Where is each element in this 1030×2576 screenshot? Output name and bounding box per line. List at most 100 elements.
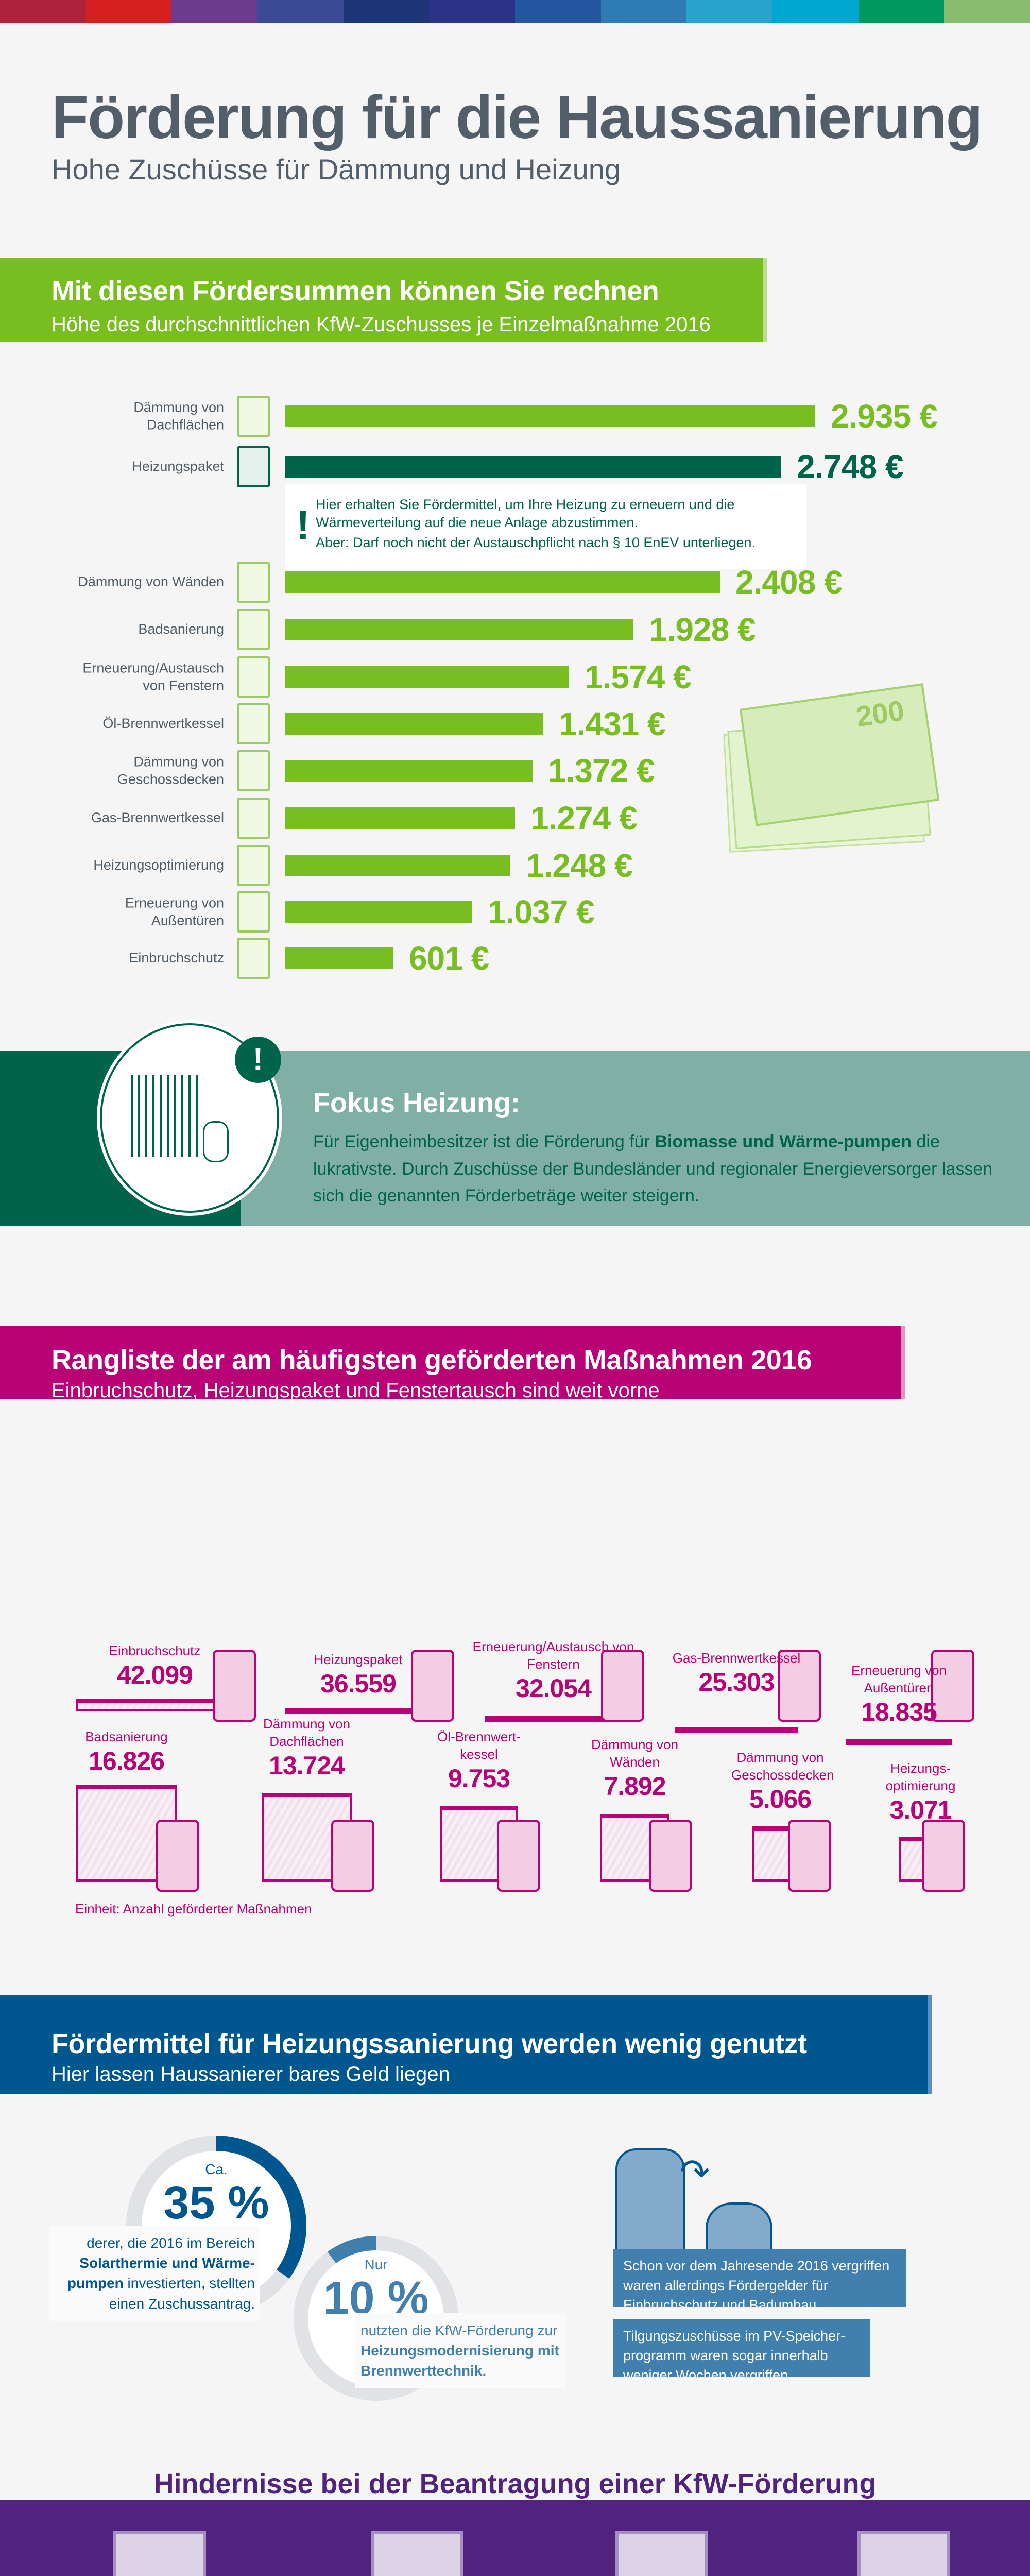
bar	[285, 760, 533, 782]
ranking-label: Erneuerung von Außentüren 18.835	[851, 1663, 947, 1726]
stat-35-value: 35 %	[163, 2177, 269, 2229]
bar-value: 601 €	[409, 940, 489, 977]
bar-label: Heizungspaket	[132, 459, 224, 474]
stat-35: Ca. 35 %	[126, 2161, 306, 2229]
arrow-icon: ↷	[680, 2152, 710, 2192]
note-line-2: Aber: Darf noch nicht der Austauschpflic…	[316, 535, 756, 551]
bar-row: Heizungsoptimierung 1.248 €	[0, 845, 1030, 886]
bar	[285, 807, 515, 829]
focus-heating-text: Für Eigenheimbesitzer ist die Förderung …	[313, 1132, 993, 1206]
bar	[285, 666, 569, 688]
ranking-icon	[497, 1820, 540, 1892]
boiler-icon	[237, 703, 270, 744]
section-grants-subtitle: Höhe des durchschnittlichen KfW-Zuschuss…	[52, 313, 711, 336]
ranking-icon	[213, 1650, 256, 1722]
bar	[285, 571, 720, 593]
color-strip-segment	[85, 0, 172, 23]
section-ranking-title: Rangliste der am häufigsten geförderten …	[52, 1345, 812, 1376]
bar-row: Einbruchschutz 601 €	[0, 938, 1030, 979]
house-floors-icon	[237, 750, 270, 791]
ranking-label: Badsanierung 16.826	[85, 1729, 168, 1775]
bar-row: Dämmung von Wänden 2.408 €	[0, 562, 1030, 603]
bar-value: 1.274 €	[530, 800, 638, 837]
section-usage-banner: Fördermittel für Heizungssanierung werde…	[0, 1995, 932, 2094]
bar-value: 1.037 €	[488, 893, 595, 930]
bar-label: Badsanierung	[138, 621, 224, 637]
color-strip-segment	[858, 0, 945, 23]
section-grants-banner: Mit diesen Fördersummen können Sie rechn…	[0, 258, 767, 342]
ranking-label: Erneuerung/Austausch von Fenstern 32.054	[472, 1639, 634, 1703]
ranking-icon	[778, 1650, 821, 1722]
ranking-unit-note: Einheit: Anzahl geförderter Maßnahmen	[75, 1901, 312, 1917]
bar	[285, 713, 543, 735]
ranking-label: Einbruchschutz 42.099	[109, 1643, 201, 1689]
ranking-icon	[788, 1820, 831, 1892]
bar-label: Heizungsoptimierung	[93, 857, 224, 873]
bar-value: 1.248 €	[526, 847, 633, 884]
stat-10-text: nutzten die KfW-Förderung zur Heizungsmo…	[355, 2313, 566, 2388]
focus-heating-title: Fokus Heizung:	[313, 1088, 520, 1118]
exclamation-icon: !	[296, 502, 310, 548]
color-strip-segment	[0, 0, 86, 23]
bar	[285, 405, 815, 427]
bar-label: Erneuerung/Austausch von Fenstern	[82, 660, 224, 693]
color-strip-segment	[515, 0, 601, 23]
section-usage-subtitle: Hier lassen Haussanierer bares Geld lieg…	[52, 2063, 450, 2086]
radiator-icon	[237, 446, 270, 487]
bar-row: Erneuerung/Austausch von Fenstern 1.574 €	[0, 656, 1030, 698]
ranking-label: Heizungs-optimierung 3.071	[885, 1760, 956, 1824]
bar-label: Dämmung von Dachflächen	[133, 399, 224, 432]
house-energy-label-icon	[615, 2531, 708, 2576]
ranking-icon	[411, 1650, 454, 1722]
info-box-2: Tilgungszuschüsse im PV-Speicher-program…	[613, 2319, 870, 2383]
ranking-bar	[76, 1699, 233, 1711]
section-ranking-banner: Rangliste der am häufigsten geförderten …	[0, 1326, 905, 1402]
window-icon	[237, 656, 270, 698]
house-roof-icon	[237, 396, 270, 437]
color-strip-segment	[686, 0, 773, 23]
bar	[285, 947, 393, 969]
bar-label: Gas-Brennwertkessel	[91, 810, 224, 826]
bathtub-icon	[237, 609, 270, 650]
color-strip-segment	[343, 0, 430, 23]
bar-row: Öl-Brennwertkessel 1.431 €	[0, 703, 1030, 744]
advisor-icon	[857, 2531, 950, 2576]
bar-value: 2.748 €	[797, 448, 904, 485]
bar-value: 2.408 €	[735, 564, 843, 601]
ranking-icon	[331, 1820, 374, 1892]
obstacles-title: Hindernisse bei der Beantragung einer Kf…	[153, 2468, 877, 2499]
stat-35-text: derer, die 2016 im Bereich Solarthermie …	[49, 2226, 260, 2321]
document-question-icon	[113, 2531, 206, 2576]
bar	[285, 901, 472, 923]
bar-label: Erneuerung von Außentüren	[125, 895, 224, 928]
radiator-icon	[237, 845, 270, 886]
section-grants-title: Mit diesen Fördersummen können Sie rechn…	[52, 276, 659, 307]
bar	[285, 456, 781, 478]
color-strip-segment	[258, 0, 344, 23]
bar-row: Gas-Brennwertkessel 1.274 €	[0, 798, 1030, 839]
ranking-label: Gas-Brennwertkessel 25.303	[672, 1650, 801, 1697]
banknotes-icon: 200	[721, 680, 940, 853]
ranking-label: Heizungspaket 36.559	[314, 1652, 403, 1698]
bar-label: Dämmung von Geschossdecken	[117, 754, 224, 787]
bar	[285, 855, 510, 876]
alarm-icon	[237, 938, 270, 979]
ranking-label: Dämmung von Dachflächen 13.724	[263, 1716, 351, 1780]
bar-value: 2.935 €	[831, 398, 938, 435]
ranking-label: Öl-Brennwert-kessel 9.753	[437, 1729, 521, 1793]
ranking-label: Dämmung von Geschossdecken 5.066	[731, 1750, 834, 1814]
ranking-icon	[649, 1820, 692, 1892]
ranking-bar	[285, 1708, 432, 1714]
ranking-label: Dämmung von Wänden 7.892	[591, 1737, 679, 1801]
page-subtitle: Hohe Zuschüsse für Dämmung und Heizung	[52, 153, 621, 185]
page-title: Förderung für die Haussanierung	[52, 83, 983, 151]
ranking-icon	[156, 1820, 199, 1892]
ranking-icon	[922, 1820, 965, 1892]
bar-value: 1.574 €	[585, 658, 692, 696]
document-wall-hammer-icon	[371, 2531, 464, 2576]
boiler-icon	[237, 798, 270, 839]
bar-label: Einbruchschutz	[129, 950, 224, 966]
ranking-bar	[846, 1739, 952, 1745]
ranking-icon	[931, 1650, 974, 1722]
bar-row: Badsanierung 1.928 €	[0, 609, 1030, 650]
